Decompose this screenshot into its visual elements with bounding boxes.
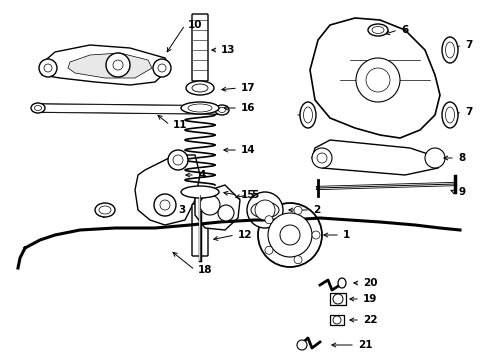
Polygon shape	[68, 53, 152, 78]
Ellipse shape	[31, 103, 45, 113]
Ellipse shape	[445, 107, 455, 123]
Circle shape	[265, 246, 273, 254]
Polygon shape	[40, 45, 170, 85]
Text: 13: 13	[221, 45, 236, 55]
Circle shape	[106, 53, 130, 77]
Circle shape	[255, 200, 275, 220]
Polygon shape	[35, 104, 222, 114]
Circle shape	[265, 216, 273, 224]
Text: 2: 2	[313, 205, 320, 215]
Ellipse shape	[181, 186, 219, 198]
Ellipse shape	[219, 108, 225, 112]
Circle shape	[280, 225, 300, 245]
Text: 15: 15	[241, 190, 255, 200]
Text: 7: 7	[465, 40, 472, 50]
Text: 11: 11	[173, 120, 188, 130]
Text: 1: 1	[343, 230, 350, 240]
Text: 4: 4	[198, 170, 205, 180]
Ellipse shape	[445, 42, 455, 58]
Ellipse shape	[442, 102, 458, 128]
Ellipse shape	[186, 81, 214, 95]
Text: 18: 18	[198, 265, 213, 275]
Ellipse shape	[372, 27, 384, 33]
Circle shape	[356, 58, 400, 102]
Ellipse shape	[442, 37, 458, 63]
Ellipse shape	[338, 278, 346, 288]
Ellipse shape	[99, 206, 111, 214]
Circle shape	[333, 316, 341, 324]
Text: 8: 8	[458, 153, 465, 163]
Text: 17: 17	[241, 83, 256, 93]
Circle shape	[268, 213, 312, 257]
Ellipse shape	[181, 102, 219, 114]
Text: 9: 9	[458, 187, 465, 197]
Polygon shape	[135, 155, 200, 225]
Circle shape	[173, 155, 183, 165]
Text: 22: 22	[363, 315, 377, 325]
Text: 5: 5	[251, 190, 258, 200]
Circle shape	[218, 205, 234, 221]
Circle shape	[200, 195, 220, 215]
Circle shape	[39, 59, 57, 77]
Polygon shape	[195, 185, 240, 230]
Text: 12: 12	[238, 230, 252, 240]
Text: 7: 7	[465, 107, 472, 117]
Circle shape	[294, 206, 302, 214]
Circle shape	[333, 294, 343, 304]
Ellipse shape	[215, 105, 229, 115]
Text: 10: 10	[188, 20, 202, 30]
Circle shape	[258, 203, 322, 267]
Text: 14: 14	[241, 145, 256, 155]
Text: 19: 19	[363, 294, 377, 304]
Polygon shape	[310, 18, 440, 138]
Ellipse shape	[188, 104, 212, 112]
Circle shape	[158, 64, 166, 72]
Circle shape	[247, 192, 283, 228]
FancyBboxPatch shape	[192, 204, 208, 256]
Text: 3: 3	[178, 205, 185, 215]
Text: 16: 16	[241, 103, 255, 113]
Circle shape	[44, 64, 52, 72]
Text: 6: 6	[401, 25, 408, 35]
Ellipse shape	[192, 84, 208, 92]
Circle shape	[294, 256, 302, 264]
Circle shape	[297, 340, 307, 350]
Text: 7: 7	[298, 110, 305, 120]
Circle shape	[366, 68, 390, 92]
Circle shape	[160, 200, 170, 210]
FancyBboxPatch shape	[330, 315, 344, 325]
Circle shape	[317, 153, 327, 163]
Ellipse shape	[368, 24, 388, 36]
Circle shape	[153, 59, 171, 77]
Circle shape	[312, 148, 332, 168]
Ellipse shape	[95, 203, 115, 217]
Polygon shape	[312, 140, 440, 175]
Text: 20: 20	[363, 278, 377, 288]
FancyBboxPatch shape	[330, 293, 346, 305]
Circle shape	[168, 150, 188, 170]
Circle shape	[425, 148, 445, 168]
Circle shape	[154, 194, 176, 216]
Ellipse shape	[34, 105, 42, 111]
Ellipse shape	[303, 107, 313, 123]
Ellipse shape	[300, 102, 316, 128]
Circle shape	[113, 60, 123, 70]
Circle shape	[312, 231, 320, 239]
FancyBboxPatch shape	[192, 14, 208, 81]
Ellipse shape	[251, 202, 279, 218]
Text: 21: 21	[358, 340, 372, 350]
Text: 4: 4	[98, 210, 105, 220]
